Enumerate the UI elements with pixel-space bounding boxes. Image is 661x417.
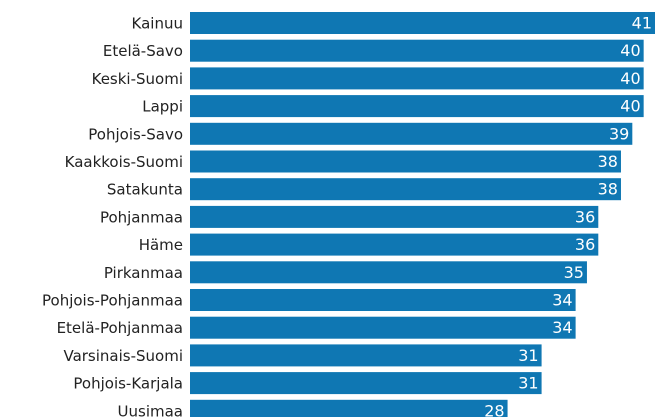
bar: [190, 122, 633, 145]
bar: [190, 178, 621, 201]
value-label: 40: [620, 97, 640, 116]
category-label: Keski-Suomi: [92, 70, 183, 88]
category-label: Pohjanmaa: [100, 208, 183, 226]
bar: [190, 289, 576, 311]
category-label: Lappi: [142, 98, 183, 116]
bar: [190, 233, 599, 256]
value-label: 36: [575, 207, 595, 226]
category-label: Etelä-Savo: [103, 42, 183, 60]
category-label: Pirkanmaa: [104, 264, 183, 282]
bar: [190, 39, 644, 62]
value-label: 36: [575, 235, 595, 254]
bar: [190, 316, 576, 339]
category-label: Kainuu: [132, 15, 183, 33]
bar: [190, 150, 621, 173]
category-label: Pohjois-Karjala: [73, 375, 183, 393]
category-label: Pohjois-Savo: [88, 125, 183, 143]
category-label: Pohjois-Pohjanmaa: [42, 292, 183, 310]
value-label: 28: [484, 401, 504, 417]
bar: [190, 344, 542, 367]
value-label: 31: [518, 374, 538, 393]
value-label: 38: [598, 152, 618, 171]
category-label: Häme: [139, 236, 183, 254]
bar: [190, 372, 542, 395]
bar: [190, 205, 599, 228]
bar: [190, 95, 644, 118]
bar: [190, 12, 655, 34]
value-label: 39: [609, 124, 629, 143]
value-label: 41: [632, 14, 652, 33]
category-label: Kaakkois-Suomi: [65, 153, 183, 171]
value-label: 40: [620, 41, 640, 60]
value-label: 35: [564, 263, 584, 282]
category-label: Satakunta: [107, 181, 183, 199]
category-label: Uusimaa: [118, 402, 183, 417]
category-label: Etelä-Pohjanmaa: [57, 319, 183, 337]
category-label: Varsinais-Suomi: [63, 347, 183, 365]
bar: [190, 67, 644, 90]
bar: [190, 261, 587, 284]
value-label: 31: [518, 346, 538, 365]
bar: [190, 399, 508, 417]
value-label: 40: [620, 69, 640, 88]
value-label: 38: [598, 180, 618, 199]
value-label: 34: [552, 291, 572, 310]
value-label: 34: [552, 318, 572, 337]
